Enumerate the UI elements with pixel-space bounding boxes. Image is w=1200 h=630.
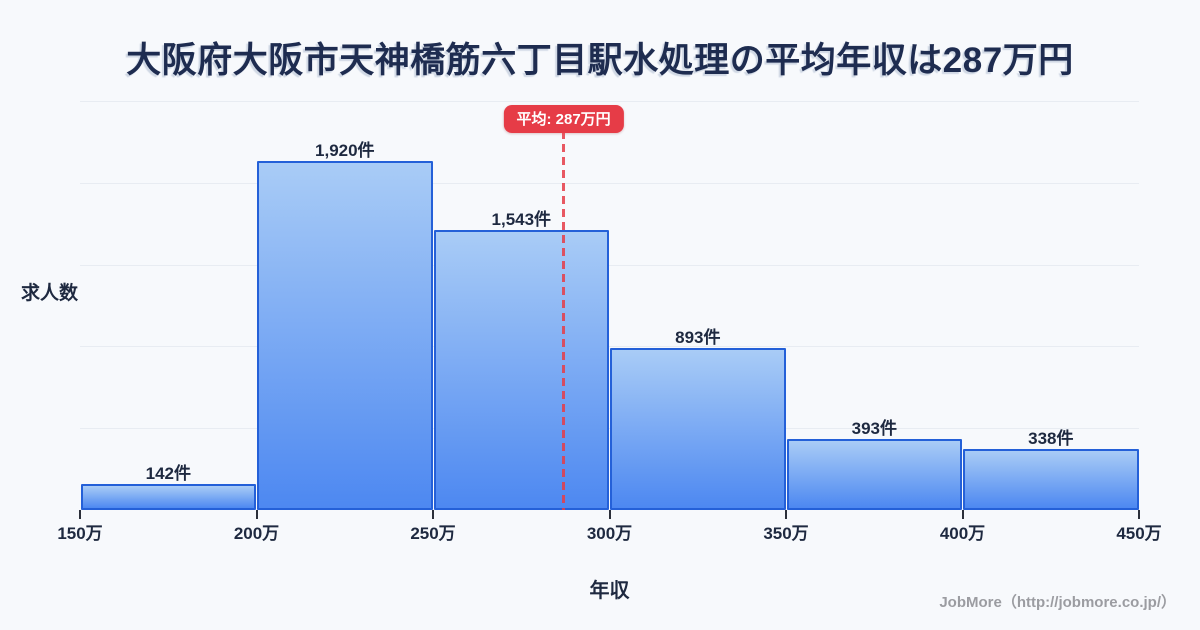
- bar-value-label: 1,920件: [315, 141, 375, 160]
- x-axis-tick-label: 300万: [586, 524, 633, 543]
- x-axis-tick: [432, 510, 434, 519]
- histogram-bar: [80, 484, 256, 510]
- histogram-bar: [433, 229, 609, 510]
- x-axis-tick-label: 350万: [763, 524, 809, 543]
- x-axis-tick: [961, 510, 964, 519]
- average-dashed-line: [562, 131, 566, 510]
- histogram-bar: [786, 438, 962, 510]
- histogram-bar: [963, 448, 1139, 510]
- x-axis-tick: [608, 510, 611, 519]
- x-axis-tick-label: 450万: [1116, 524, 1162, 543]
- gridline: [80, 101, 1139, 102]
- x-axis-label: 年収: [589, 580, 630, 602]
- x-axis-tick: [785, 510, 787, 519]
- bar-value-label: 393件: [851, 418, 897, 438]
- histogram-bar: [610, 347, 786, 510]
- x-axis-tick-label: 250万: [410, 524, 456, 543]
- y-axis-label: 求人数: [21, 283, 79, 304]
- x-axis-tick-label: 150万: [57, 524, 103, 543]
- x-axis-tick: [255, 510, 258, 519]
- chart-title: 大阪府大阪市天神橋筋六丁目駅水処理の平均年収は287万円: [126, 41, 1074, 80]
- bar-value-label: 338件: [1028, 428, 1074, 448]
- gridline: [80, 264, 1139, 266]
- bar-value-label: 893件: [675, 327, 721, 347]
- x-axis-tick: [79, 510, 81, 519]
- histogram-bar: [257, 161, 433, 510]
- gridline: [80, 428, 1139, 430]
- gridline: [80, 346, 1139, 348]
- x-axis-tick-label: 200万: [233, 524, 280, 543]
- gridline: [80, 182, 1139, 184]
- bar-value-label: 1,543件: [491, 209, 552, 229]
- bar-value-label: 142件: [145, 464, 191, 484]
- x-axis-tick: [1138, 510, 1140, 519]
- x-axis-tick-label: 400万: [939, 524, 986, 543]
- footer-credit: JobMore（http://jobmore.co.jp/）: [939, 594, 1176, 611]
- average-badge: 平均: 287万円: [503, 105, 624, 133]
